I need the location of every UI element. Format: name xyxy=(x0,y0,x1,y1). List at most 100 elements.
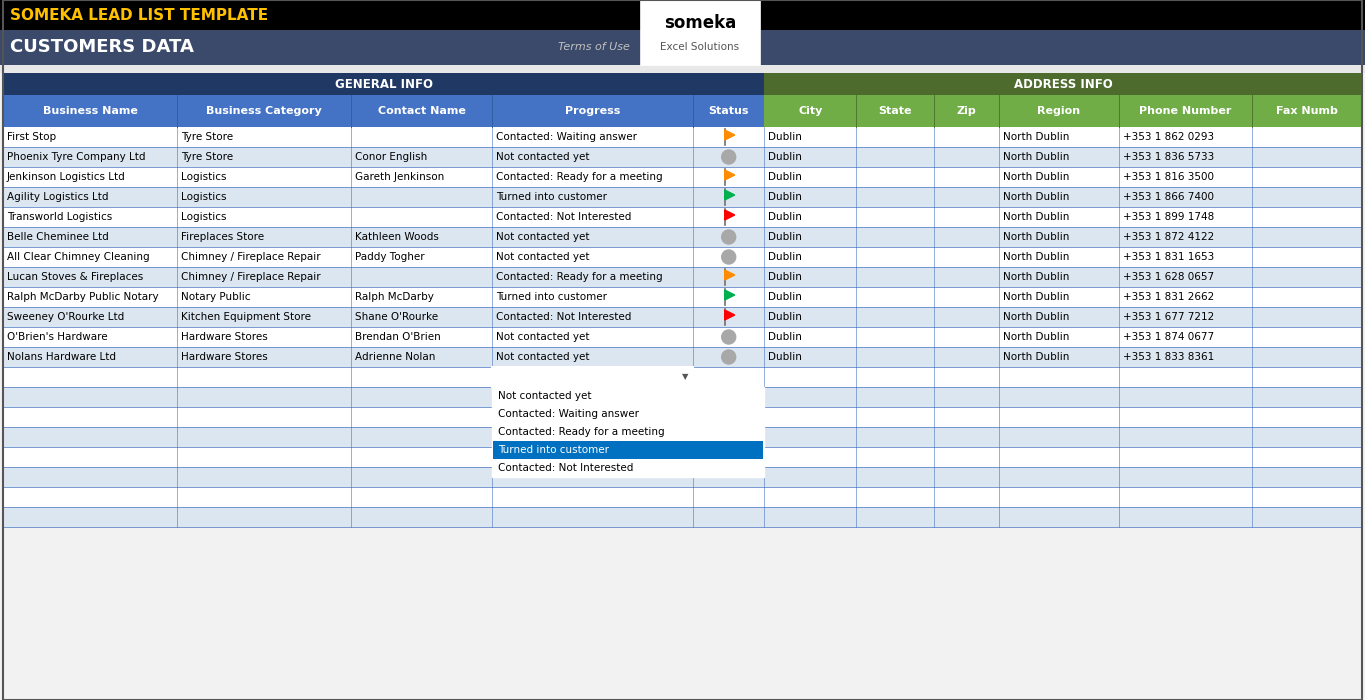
Bar xyxy=(999,95,1119,127)
Polygon shape xyxy=(725,310,734,320)
Text: Ralph McDarby Public Notary: Ralph McDarby Public Notary xyxy=(7,292,158,302)
Text: Nolans Hardware Ltd: Nolans Hardware Ltd xyxy=(7,352,116,362)
Text: Dublin: Dublin xyxy=(768,332,801,342)
Text: Not contacted yet: Not contacted yet xyxy=(497,252,590,262)
Circle shape xyxy=(722,350,736,364)
Bar xyxy=(3,73,764,95)
Bar xyxy=(3,347,1362,367)
Text: +353 1 831 1653: +353 1 831 1653 xyxy=(1123,252,1213,262)
Text: +353 1 872 4122: +353 1 872 4122 xyxy=(1123,232,1213,242)
Text: Dublin: Dublin xyxy=(768,352,801,362)
Bar xyxy=(493,387,764,477)
Bar xyxy=(1119,95,1252,127)
Text: +353 1 899 1748: +353 1 899 1748 xyxy=(1123,212,1213,222)
Text: North Dublin: North Dublin xyxy=(1003,292,1070,302)
Bar xyxy=(3,147,1362,167)
Text: Contacted: Not Interested: Contacted: Not Interested xyxy=(497,312,632,322)
Text: Fireplaces Store: Fireplaces Store xyxy=(182,232,263,242)
Text: +353 1 628 0657: +353 1 628 0657 xyxy=(1123,272,1213,282)
Text: Conor English: Conor English xyxy=(355,152,427,162)
Bar xyxy=(764,73,1362,95)
Text: Not contacted yet: Not contacted yet xyxy=(497,152,590,162)
Text: someka: someka xyxy=(663,14,736,32)
Bar xyxy=(3,127,1362,147)
Polygon shape xyxy=(725,130,734,140)
Text: Dublin: Dublin xyxy=(768,132,801,142)
Text: Logistics: Logistics xyxy=(182,192,227,202)
Text: Lucan Stoves & Fireplaces: Lucan Stoves & Fireplaces xyxy=(7,272,143,282)
Text: Turned into customer: Turned into customer xyxy=(497,192,607,202)
Bar xyxy=(3,387,1362,407)
Text: Contacted: Not Interested: Contacted: Not Interested xyxy=(497,212,632,222)
Text: ▼: ▼ xyxy=(682,372,688,382)
Text: O'Brien's Hardware: O'Brien's Hardware xyxy=(7,332,108,342)
Text: Dublin: Dublin xyxy=(768,152,801,162)
Bar xyxy=(3,407,1362,427)
Bar xyxy=(0,0,1365,30)
Text: Shane O'Rourke: Shane O'Rourke xyxy=(355,312,438,322)
Text: Dublin: Dublin xyxy=(768,312,801,322)
Text: Excel Solutions: Excel Solutions xyxy=(661,42,740,52)
Bar xyxy=(3,367,1362,387)
Bar xyxy=(3,247,1362,267)
Bar xyxy=(3,95,177,127)
Text: First Stop: First Stop xyxy=(7,132,56,142)
Bar xyxy=(493,405,763,423)
Text: Chimney / Fireplace Repair: Chimney / Fireplace Repair xyxy=(182,252,321,262)
Text: Zip: Zip xyxy=(957,106,976,116)
Text: Jenkinson Logistics Ltd: Jenkinson Logistics Ltd xyxy=(7,172,126,182)
Text: Transworld Logistics: Transworld Logistics xyxy=(7,212,112,222)
Text: All Clear Chimney Cleaning: All Clear Chimney Cleaning xyxy=(7,252,150,262)
Text: Ralph McDarby: Ralph McDarby xyxy=(355,292,434,302)
Text: Region: Region xyxy=(1037,106,1081,116)
Text: Not contacted yet: Not contacted yet xyxy=(498,391,592,401)
Text: North Dublin: North Dublin xyxy=(1003,312,1070,322)
Bar xyxy=(493,367,693,387)
Text: Tyre Store: Tyre Store xyxy=(182,152,233,162)
Text: Dublin: Dublin xyxy=(768,192,801,202)
Text: Contacted: Not Interested: Contacted: Not Interested xyxy=(498,463,633,473)
Text: Turned into customer: Turned into customer xyxy=(497,292,607,302)
Polygon shape xyxy=(725,190,734,200)
Text: North Dublin: North Dublin xyxy=(1003,232,1070,242)
Text: Logistics: Logistics xyxy=(182,212,227,222)
Text: Agility Logistics Ltd: Agility Logistics Ltd xyxy=(7,192,108,202)
Text: ADDRESS INFO: ADDRESS INFO xyxy=(1014,78,1112,90)
Bar xyxy=(3,487,1362,507)
Text: Business Name: Business Name xyxy=(42,106,138,116)
Text: North Dublin: North Dublin xyxy=(1003,272,1070,282)
Text: +353 1 831 2662: +353 1 831 2662 xyxy=(1123,292,1213,302)
Text: Progress: Progress xyxy=(565,106,621,116)
Circle shape xyxy=(722,330,736,344)
Text: Contacted: Ready for a meeting: Contacted: Ready for a meeting xyxy=(497,272,663,282)
Text: Terms of Use: Terms of Use xyxy=(558,43,631,52)
Text: Chimney / Fireplace Repair: Chimney / Fireplace Repair xyxy=(182,272,321,282)
Circle shape xyxy=(722,230,736,244)
Text: +353 1 862 0293: +353 1 862 0293 xyxy=(1123,132,1213,142)
Text: Kathleen Woods: Kathleen Woods xyxy=(355,232,438,242)
Text: +353 1 816 3500: +353 1 816 3500 xyxy=(1123,172,1213,182)
Circle shape xyxy=(722,250,736,264)
Bar xyxy=(177,95,351,127)
Text: Status: Status xyxy=(708,106,749,116)
Text: Brendan O'Brien: Brendan O'Brien xyxy=(355,332,441,342)
Polygon shape xyxy=(725,290,734,300)
Text: Dublin: Dublin xyxy=(768,292,801,302)
Bar xyxy=(0,30,1365,65)
Text: North Dublin: North Dublin xyxy=(1003,132,1070,142)
Bar xyxy=(3,447,1362,467)
Bar xyxy=(3,227,1362,247)
Text: Gareth Jenkinson: Gareth Jenkinson xyxy=(355,172,444,182)
Text: North Dublin: North Dublin xyxy=(1003,332,1070,342)
Text: Logistics: Logistics xyxy=(182,172,227,182)
Bar xyxy=(640,0,760,65)
Text: Contact Name: Contact Name xyxy=(378,106,465,116)
Text: +353 1 833 8361: +353 1 833 8361 xyxy=(1123,352,1213,362)
Bar xyxy=(351,95,493,127)
Text: +353 1 677 7212: +353 1 677 7212 xyxy=(1123,312,1213,322)
Text: +353 1 866 7400: +353 1 866 7400 xyxy=(1123,192,1213,202)
Text: Hardware Stores: Hardware Stores xyxy=(182,352,268,362)
Text: Fax Numb: Fax Numb xyxy=(1276,106,1338,116)
Text: City: City xyxy=(799,106,823,116)
Text: Notary Public: Notary Public xyxy=(182,292,250,302)
